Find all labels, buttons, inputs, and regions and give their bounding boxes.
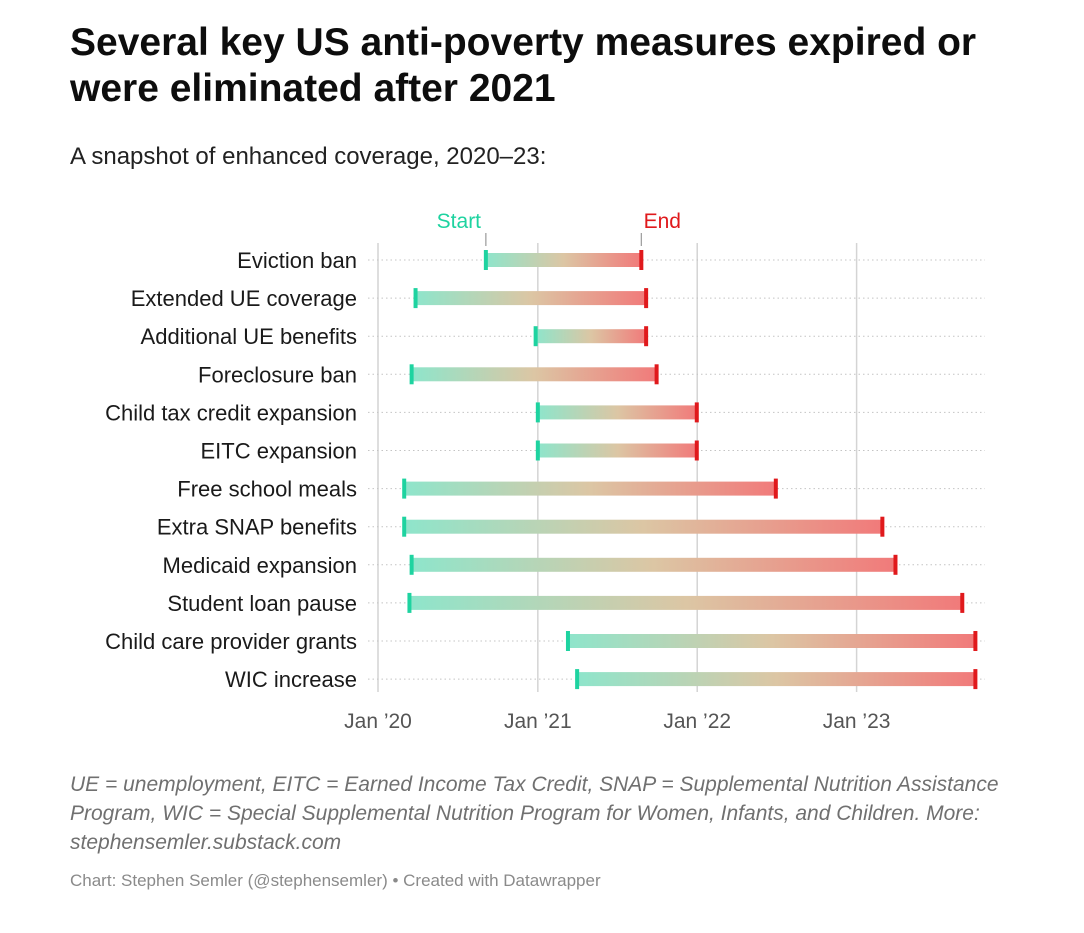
end-marker xyxy=(973,669,978,690)
start-marker xyxy=(402,478,407,499)
row-label: Child care provider grants xyxy=(105,629,357,654)
x-tick-label: Jan ’21 xyxy=(504,710,572,733)
start-marker xyxy=(535,402,540,423)
end-marker xyxy=(639,250,644,270)
row-label: Eviction ban xyxy=(237,248,357,273)
row-label: Foreclosure ban xyxy=(198,362,357,387)
end-marker xyxy=(694,402,699,423)
range-bar xyxy=(485,253,642,267)
legend-end-label: End xyxy=(644,210,681,233)
footnote: UE = unemployment, EITC = Earned Income … xyxy=(70,773,999,854)
start-marker xyxy=(402,516,407,537)
end-marker xyxy=(893,554,898,575)
range-bar xyxy=(404,481,776,496)
row-label: Student loan pause xyxy=(167,591,357,616)
chart-title: Several key US anti-poverty measures exp… xyxy=(70,21,977,110)
row-label: Extended UE coverage xyxy=(131,286,357,311)
grid-layer xyxy=(368,243,985,692)
legend: Start End xyxy=(437,210,681,246)
range-bar xyxy=(535,329,647,344)
row-labels: Eviction ban Extended UE coverage Addition… xyxy=(105,248,357,692)
range-bar xyxy=(404,519,883,534)
range-bar xyxy=(537,443,697,458)
x-axis: Jan ’20 Jan ’21 Jan ’22 Jan ’23 xyxy=(344,710,890,733)
range-bar xyxy=(537,405,697,420)
start-marker xyxy=(575,669,580,690)
start-marker xyxy=(409,364,414,385)
row-label: Child tax credit expansion xyxy=(105,400,357,425)
row-label: Extra SNAP benefits xyxy=(157,515,357,540)
row-label: Medicaid expansion xyxy=(163,553,357,578)
start-marker xyxy=(535,440,540,461)
end-marker xyxy=(644,326,649,347)
start-marker xyxy=(409,554,414,575)
range-bar xyxy=(415,291,647,306)
row-label: Free school meals xyxy=(177,477,357,502)
end-marker xyxy=(960,592,965,613)
end-marker xyxy=(644,288,649,309)
start-marker xyxy=(413,288,418,309)
bars-layer xyxy=(402,250,978,690)
range-bar xyxy=(577,672,976,687)
row-label: EITC expansion xyxy=(200,439,357,464)
range-bar xyxy=(409,595,963,610)
start-marker xyxy=(533,326,538,347)
chart-subtitle: A snapshot of enhanced coverage, 2020–23… xyxy=(70,143,547,170)
legend-start-label: Start xyxy=(437,210,482,233)
range-bar-chart: Start End Eviction ban Extended UE coverag… xyxy=(105,210,985,733)
start-marker xyxy=(483,250,488,270)
range-bar xyxy=(411,557,896,572)
x-tick-label: Jan ’20 xyxy=(344,710,412,733)
x-tick-label: Jan ’23 xyxy=(823,710,891,733)
row-label: WIC increase xyxy=(225,667,357,692)
range-bar xyxy=(567,634,976,648)
end-marker xyxy=(654,364,659,385)
chart-credit: Chart: Stephen Semler (@stephensemler) •… xyxy=(70,871,601,890)
row-label: Additional UE benefits xyxy=(141,324,357,349)
x-tick-label: Jan ’22 xyxy=(663,710,731,733)
end-marker xyxy=(773,478,778,499)
end-marker xyxy=(973,631,978,651)
range-bar xyxy=(411,367,657,382)
start-marker xyxy=(565,631,570,651)
start-marker xyxy=(407,592,412,613)
end-marker xyxy=(880,516,885,537)
end-marker xyxy=(694,440,699,461)
